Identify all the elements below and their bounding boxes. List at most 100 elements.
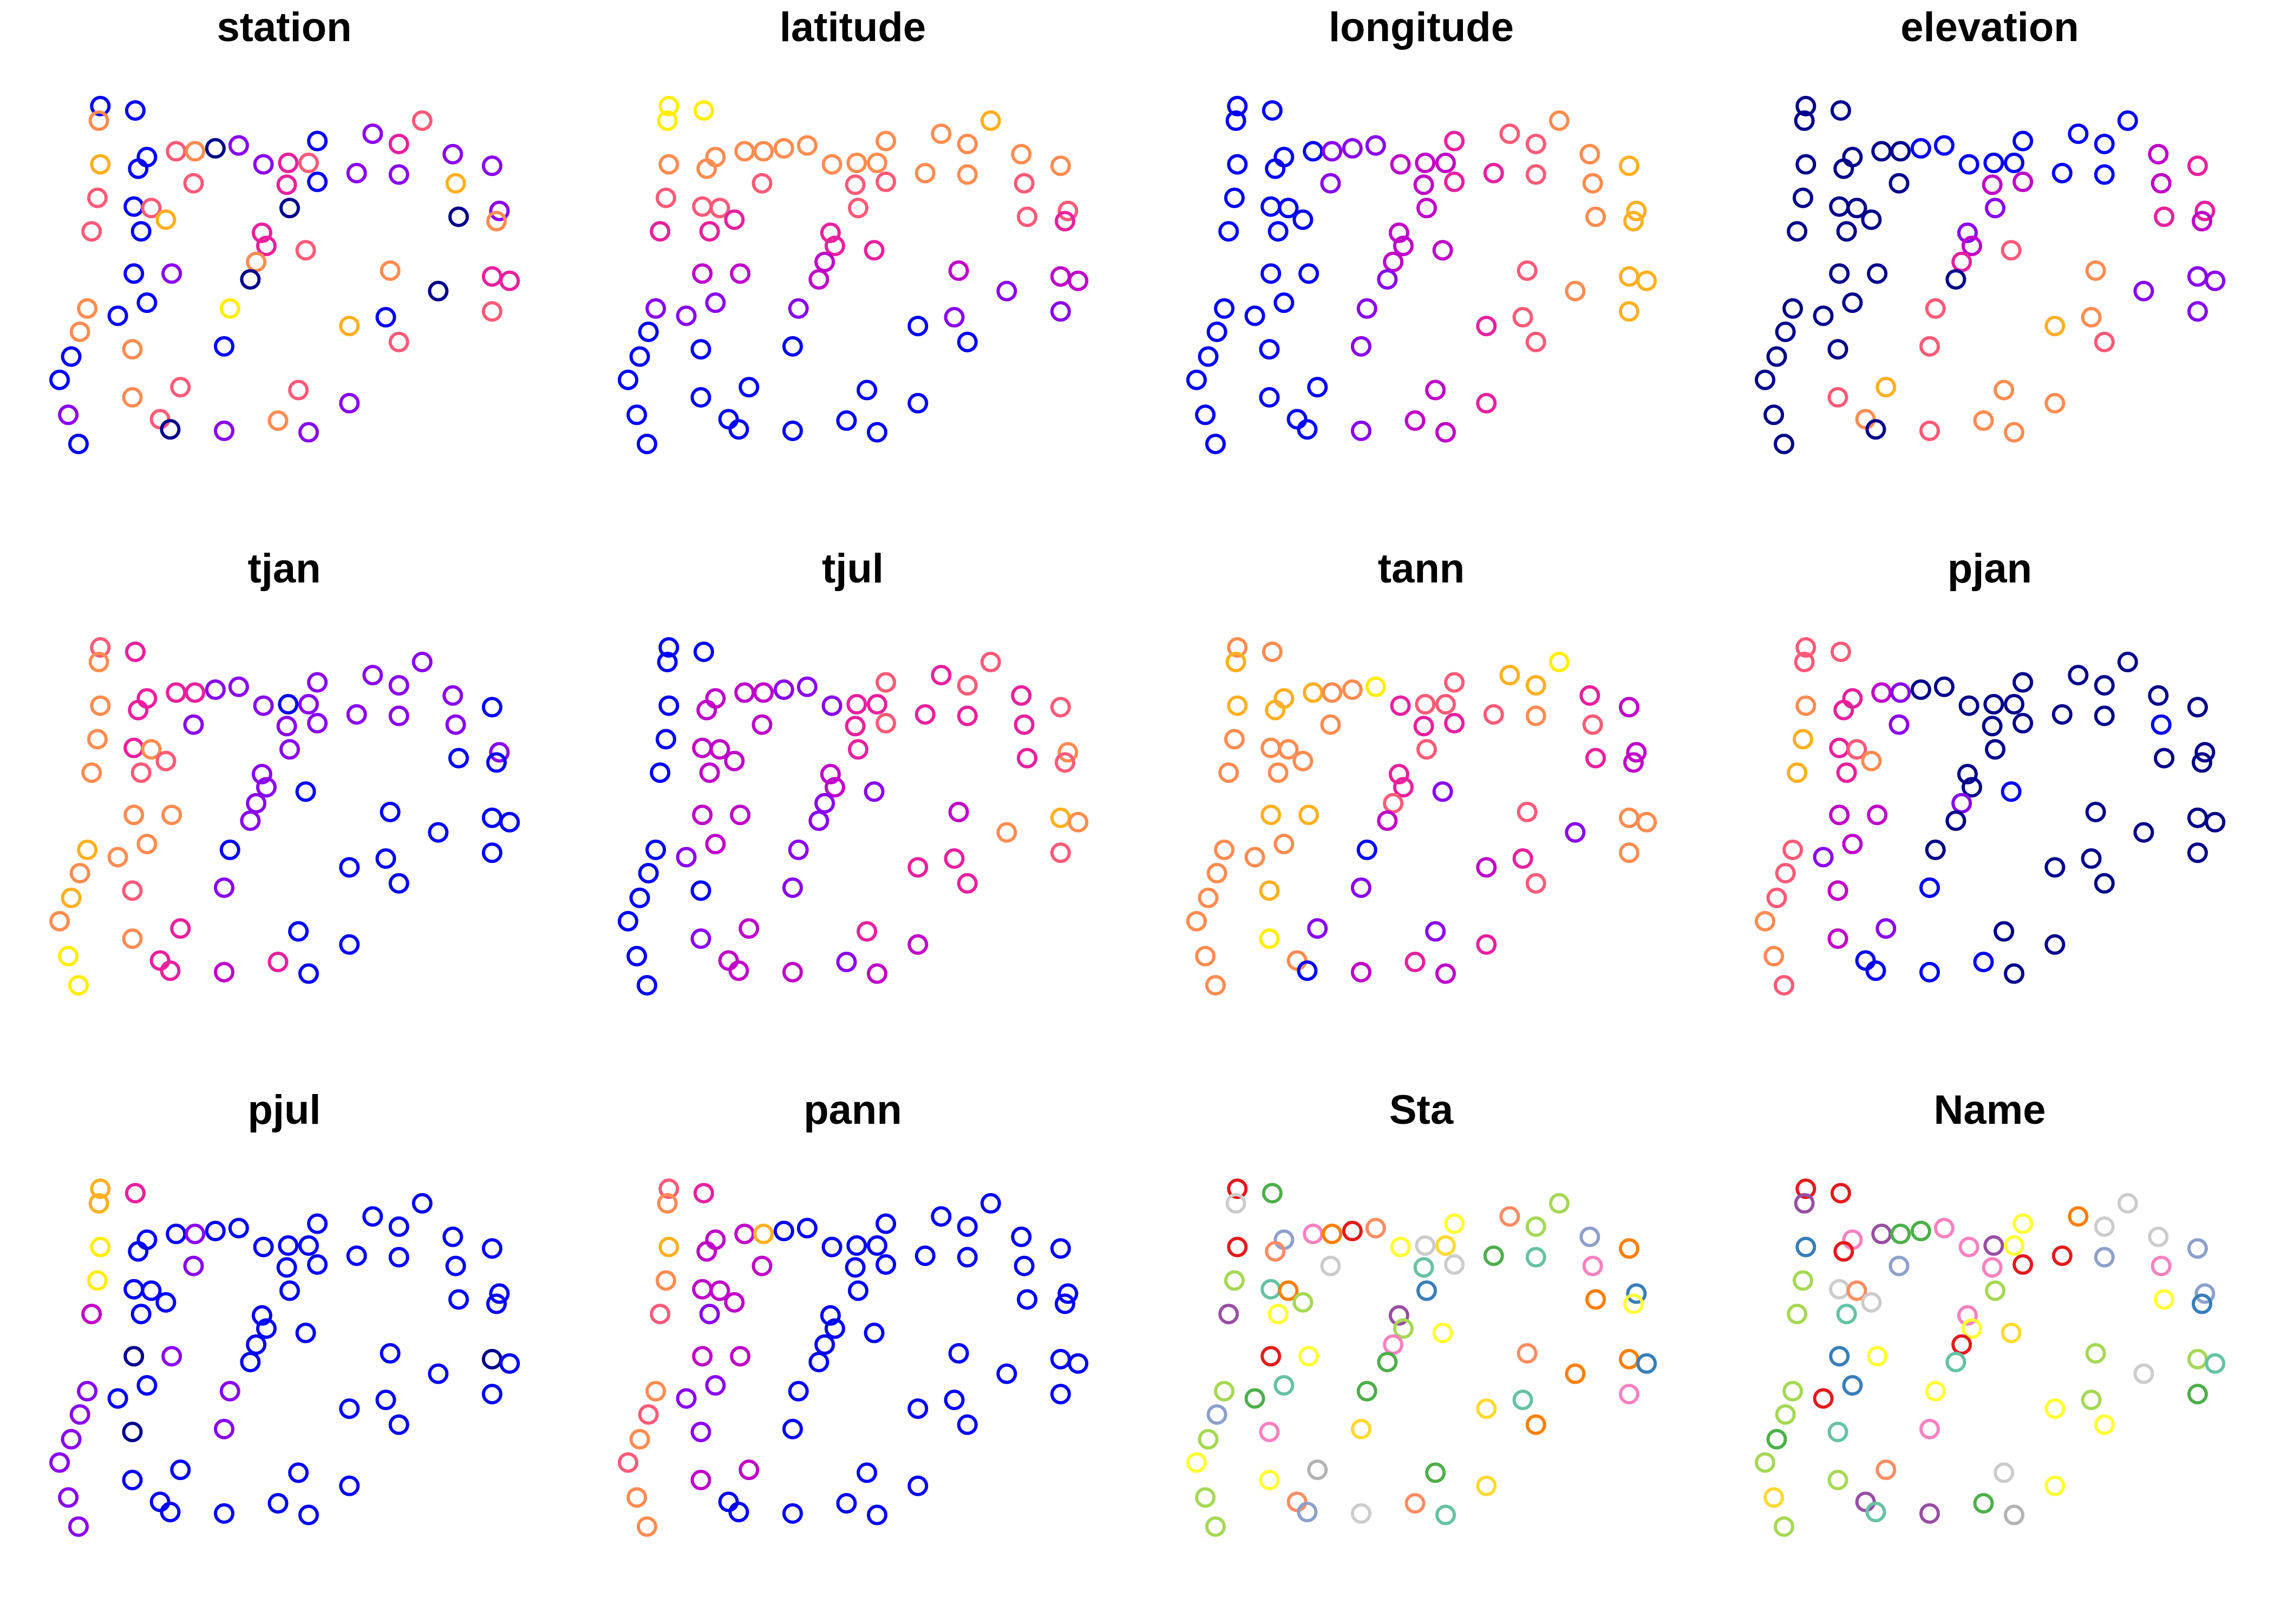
point [81,1304,102,1325]
point [2094,133,2115,154]
point [1525,1247,1546,1268]
point [362,665,383,686]
point [149,409,171,430]
point [170,377,191,398]
point [1297,1502,1318,1523]
point [2068,665,2089,686]
point [122,339,143,360]
point [166,682,187,703]
point [1865,1502,1886,1523]
point [845,174,866,195]
point [1307,377,1328,398]
point [796,135,818,156]
panel: station [49,4,520,455]
point [339,934,360,955]
point [1525,164,1546,185]
point [690,387,711,408]
point [1476,1475,1497,1496]
point [857,1462,878,1483]
point [2012,672,2034,693]
point [1525,705,1546,726]
point [2003,152,2024,173]
point [1755,1452,1775,1473]
point [388,133,409,154]
point [1499,665,1520,686]
point [655,729,676,750]
point [278,1235,299,1256]
point [1842,834,1863,855]
point [808,810,829,831]
point [980,1193,1001,1214]
point [1794,651,1815,672]
point [1218,762,1239,783]
point [1994,921,2015,942]
point [996,822,1017,843]
point [1855,950,1876,971]
point [295,1322,316,1344]
point [1278,198,1299,219]
point [1476,934,1497,955]
point [1286,1491,1308,1512]
point [1565,280,1586,302]
point [122,1422,143,1443]
point [481,1384,502,1405]
point [1265,699,1286,721]
point [782,1418,803,1439]
point [734,1223,755,1245]
point [1390,695,1411,716]
point [1017,206,1038,227]
point [1292,750,1314,771]
point [2003,693,2024,715]
point [705,834,726,855]
point [1623,211,1644,232]
point [948,260,969,281]
point [629,887,650,908]
point [1365,135,1386,156]
point [907,934,929,955]
point [69,1404,90,1425]
point [346,704,367,725]
point [866,693,887,715]
point [499,270,520,291]
point [481,1348,502,1370]
point [693,1183,714,1204]
point [228,135,249,156]
point [914,704,936,725]
point [442,143,463,165]
point [626,404,648,425]
point [141,198,162,219]
point [90,1236,111,1258]
point [1383,793,1404,814]
point [2187,1238,2208,1259]
point [814,1334,835,1355]
point [645,839,666,860]
point [2117,110,2138,131]
point [2205,811,2226,833]
point [1259,339,1280,360]
point [160,1502,181,1523]
point [2044,392,2066,414]
point [160,960,181,981]
point [499,811,520,833]
point [2001,1322,2022,1344]
point [626,1487,648,1508]
point [848,1280,869,1301]
point [448,748,469,769]
point [1855,1491,1876,1512]
point [2133,280,2154,302]
point [1416,1280,1437,1301]
point [1795,96,1816,116]
point [1273,834,1295,855]
panel-title: pjul [247,1087,321,1133]
point [1393,777,1414,798]
point [1432,1322,1453,1344]
point [1259,928,1280,949]
point [650,221,671,242]
point [2154,206,2175,227]
point [866,1504,887,1525]
point [136,292,158,313]
point [1415,152,1436,173]
point [1517,1343,1538,1364]
point [246,1334,267,1355]
point [251,764,272,785]
